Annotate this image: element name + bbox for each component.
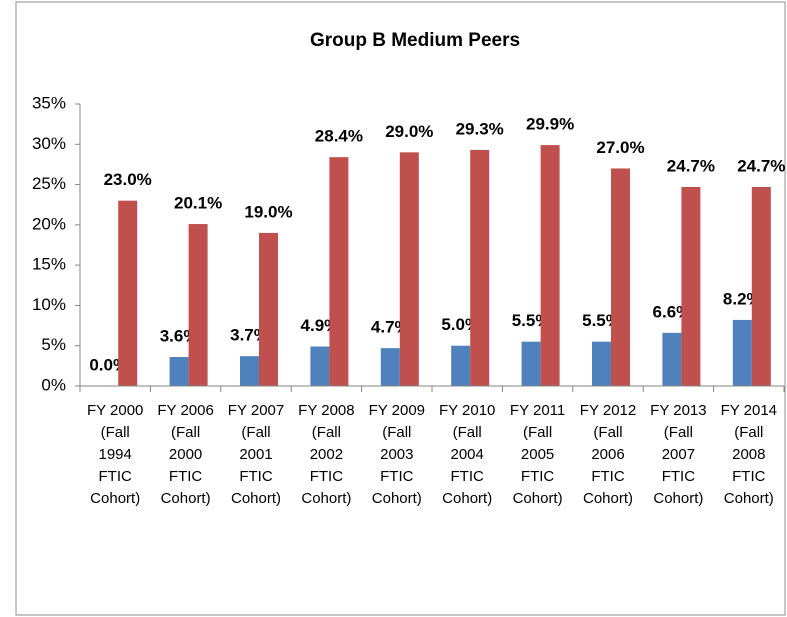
bar <box>521 341 541 386</box>
value-label: 19.0% <box>244 202 292 221</box>
y-tick-label: 30% <box>32 134 66 153</box>
bar <box>380 348 400 386</box>
bar <box>329 157 349 386</box>
x-tick-label: FY 2008 (Fall 2002 FTIC Cohort) <box>298 402 355 507</box>
bar <box>451 345 471 386</box>
bar <box>169 356 189 386</box>
value-label: 28.4% <box>315 127 363 146</box>
value-label: 20.1% <box>174 194 222 213</box>
bar <box>732 319 752 386</box>
chart-frame <box>15 1 786 616</box>
y-tick-label: 35% <box>32 93 66 112</box>
x-tick-label: FY 2014 (Fall 2008 FTIC Cohort) <box>720 402 778 507</box>
bar <box>540 145 560 386</box>
y-tick-label: 5% <box>41 335 66 354</box>
bar <box>662 332 682 386</box>
x-tick-label: FY 2007 (Fall 2001 FTIC Cohort) <box>227 402 285 507</box>
value-label: 23.0% <box>104 170 152 189</box>
x-tick-label: FY 2000 (Fall 1994 FTIC Cohort) <box>86 402 144 507</box>
x-tick-label: FY 2006 (Fall 2000 FTIC Cohort) <box>157 402 214 507</box>
bar <box>470 149 490 386</box>
value-label: 29.0% <box>385 122 433 141</box>
bar <box>399 152 419 386</box>
x-tick-label: FY 2012 (Fall 2006 FTIC Cohort) <box>579 402 637 507</box>
x-tick-label: FY 2010 (Fall 2004 FTIC Cohort) <box>438 402 496 507</box>
bar <box>592 341 611 386</box>
bar <box>240 356 259 386</box>
value-label: 29.9% <box>526 115 574 134</box>
bar <box>310 346 330 386</box>
bar <box>259 232 278 386</box>
bar <box>751 186 771 386</box>
bar <box>188 224 208 386</box>
value-label: 24.7% <box>667 156 715 175</box>
value-label: 27.0% <box>596 138 644 157</box>
y-tick-label: 10% <box>32 295 66 314</box>
chart-title: Group B Medium Peers <box>310 30 520 51</box>
value-label: 29.3% <box>456 119 504 138</box>
y-tick-label: 0% <box>41 375 66 394</box>
bar <box>681 186 701 386</box>
bar <box>118 200 138 386</box>
value-label: 24.7% <box>737 156 785 175</box>
x-tick-label: FY 2009 (Fall 2003 FTIC Cohort) <box>368 402 426 507</box>
y-tick-label: 25% <box>32 174 66 193</box>
x-tick-label: FY 2013 (Fall 2007 FTIC Cohort) <box>650 402 707 507</box>
bar <box>611 168 630 386</box>
x-tick-label: FY 2011 (Fall 2005 FTIC Cohort) <box>509 402 566 507</box>
y-tick-label: 15% <box>32 255 66 274</box>
y-tick-label: 20% <box>32 214 66 233</box>
